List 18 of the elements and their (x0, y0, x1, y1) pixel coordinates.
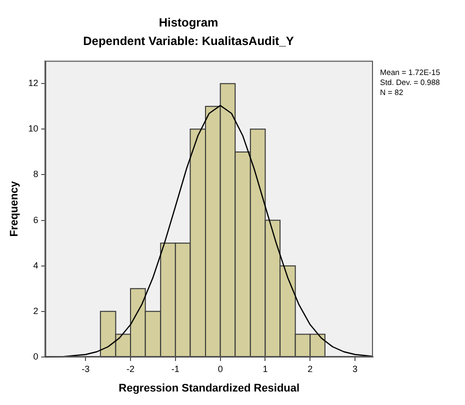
x-tick-label: -1 (171, 364, 180, 374)
x-tick-label: 0 (218, 364, 223, 374)
x-tick-label: -3 (82, 364, 90, 374)
y-tick-label: 10 (28, 124, 38, 134)
y-tick-label: 0 (33, 351, 38, 362)
chart-subtitle: Dependent Variable: KualitasAudit_Y (83, 34, 294, 48)
y-axis-title: Frequency (8, 180, 21, 237)
chart-title: Histogram (158, 16, 218, 30)
y-tick-label: 12 (28, 78, 38, 88)
y-tick-label: 6 (33, 214, 38, 225)
y-tick-label: 4 (33, 260, 38, 270)
x-tick-label: 2 (308, 364, 313, 374)
y-tick-label: 8 (33, 169, 38, 180)
y-tick-label: 2 (33, 306, 38, 316)
x-tick-label: -2 (126, 364, 135, 374)
x-axis-title: Regression Standardized Residual (118, 382, 300, 394)
x-tick-label: 3 (352, 364, 358, 374)
x-tick-label: 1 (262, 364, 268, 374)
